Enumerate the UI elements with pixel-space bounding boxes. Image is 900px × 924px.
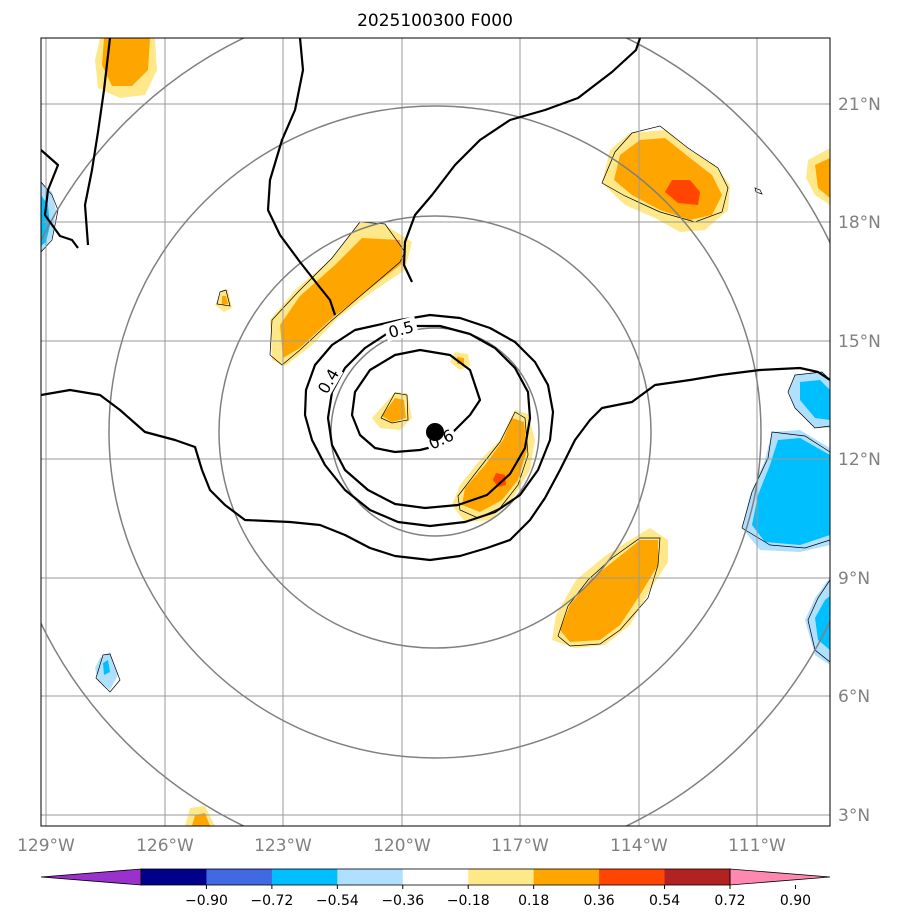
outline-blue-small [95, 653, 121, 693]
colorbar-tick-label: −0.18 [447, 893, 490, 909]
shade-region-nw-core [102, 38, 150, 86]
contour-north-east [402, 38, 642, 283]
map-plot-area: 0.5 0.4 0.6 [41, 38, 830, 826]
colorbar-cell [599, 869, 666, 885]
storm-center-marker [426, 423, 444, 441]
outline-east-lower [807, 579, 830, 663]
colorbar-tick-label: 0.18 [518, 893, 549, 909]
shade-band-se-peak [493, 473, 506, 487]
y-tick-label: 12°N [838, 450, 881, 470]
contour-lines [41, 38, 830, 562]
shade-band-se-core [462, 418, 527, 512]
colorbar-cell [402, 869, 469, 885]
shaded-field [41, 38, 830, 826]
contour-band-horizontal [41, 366, 830, 562]
colorbar: −0.90 −0.72 −0.54 −0.36 −0.18 0.18 0.36 0.54 0.7… [40, 868, 831, 909]
outline-ne [601, 125, 729, 223]
y-tick-label: 9°N [838, 569, 870, 589]
gridlines [41, 38, 830, 826]
range-ring-3 [108, 105, 762, 759]
x-tick-label: 111°W [728, 836, 786, 856]
colorbar-frame [140, 868, 731, 886]
map-title: 2025100300 F000 [357, 11, 513, 31]
contour-0.4 [303, 313, 555, 528]
colorbar-tick-label: −0.54 [316, 893, 359, 909]
outline-east-upper [787, 371, 830, 429]
x-tick-label: 126°W [136, 836, 194, 856]
colorbar-cells [40, 868, 831, 886]
shade-blob-ne-core [614, 138, 722, 220]
shade-band-south-core [560, 540, 658, 642]
outline-small-triangle [216, 289, 231, 307]
outline-east [741, 431, 830, 549]
colorbar-tick-label: 0.72 [714, 893, 745, 909]
shade-small-sw-core [192, 813, 210, 826]
shade-blue-east-lower-core [815, 596, 830, 650]
x-tick-label: 129°W [17, 836, 75, 856]
shade-blue-small-w-core [103, 660, 110, 675]
outline-south [557, 537, 661, 647]
y-tick-label: 18°N [838, 213, 881, 233]
x-tick-label: 120°W [373, 836, 431, 856]
colorbar-cell [664, 869, 731, 885]
contour-west-edge [41, 149, 79, 249]
y-tick-label: 3°N [838, 806, 870, 826]
outline-tiny-ne [754, 187, 763, 195]
colorbar-cell [206, 869, 273, 885]
contour-north-drop [266, 38, 337, 316]
shade-blue-east-upper-core [800, 380, 830, 420]
shade-small-west-core [222, 296, 228, 305]
range-ring-2 [218, 215, 652, 649]
colorbar-tick-label: 0.90 [780, 893, 811, 909]
shade-blob-ne-peak [665, 180, 700, 205]
colorbar-cell [533, 869, 600, 885]
contour-label-0.5: 0.5 [386, 317, 416, 342]
shade-edge-east-core [815, 158, 830, 198]
y-tick-label: 15°N [838, 332, 881, 352]
colorbar-tick-label: −0.36 [381, 893, 424, 909]
x-tick-label: 117°W [491, 836, 549, 856]
colorbar-ticks: −0.90 −0.72 −0.54 −0.36 −0.18 0.18 0.36 0.54 0.7… [185, 885, 811, 909]
colorbar-cell [468, 869, 535, 885]
y-axis: 3°N 6°N 9°N 12°N 15°N 18°N 21°N [838, 95, 881, 826]
colorbar-extend-max [729, 868, 831, 886]
colorbar-extend-min [40, 868, 142, 886]
outline-center [380, 392, 409, 424]
y-tick-label: 6°N [838, 687, 870, 707]
x-tick-label: 114°W [610, 836, 668, 856]
x-axis: 129°W 126°W 123°W 120°W 117°W 114°W 111°… [17, 836, 786, 856]
colorbar-cell [337, 869, 404, 885]
plot-frame [40, 37, 831, 827]
y-tick-label: 21°N [838, 95, 881, 115]
colorbar-tick-label: −0.72 [250, 893, 293, 909]
shade-center-west-core [382, 398, 406, 422]
colorbar-cell [271, 869, 338, 885]
colorbar-tick-label: 0.54 [649, 893, 680, 909]
shade-band-northwest-core [280, 238, 404, 358]
shade-blue-east-core [752, 438, 830, 545]
x-tick-label: 123°W [254, 836, 312, 856]
colorbar-tick-label: 0.36 [584, 893, 615, 909]
colorbar-cell [141, 869, 207, 885]
contour-west-north [83, 38, 112, 246]
colorbar-tick-label: −0.90 [185, 893, 228, 909]
